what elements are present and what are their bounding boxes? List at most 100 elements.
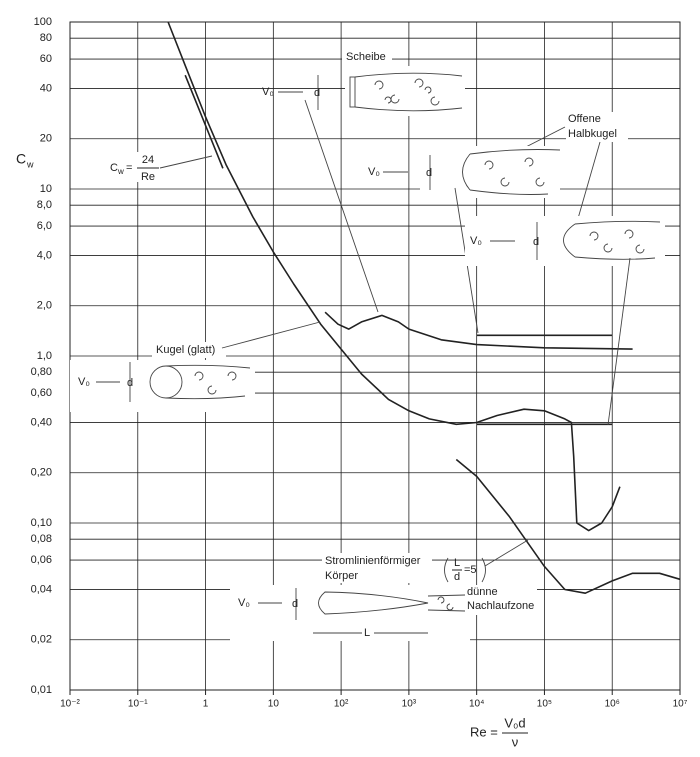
annotation: Kugel (glatt) bbox=[156, 344, 215, 356]
y-tick-label: 60 bbox=[40, 53, 52, 65]
body bbox=[318, 591, 429, 615]
stokes-label: 24 bbox=[142, 154, 154, 166]
label-bg bbox=[566, 112, 628, 142]
curves bbox=[167, 21, 681, 594]
y-tick-label: 0,20 bbox=[31, 467, 52, 479]
leader-line bbox=[159, 155, 213, 169]
eddies bbox=[484, 157, 545, 187]
curve bbox=[167, 21, 621, 532]
eddies bbox=[374, 78, 440, 106]
hemisphere bbox=[563, 223, 576, 258]
y-tick-label: 1,0 bbox=[37, 350, 52, 362]
y-tick-label: 0,01 bbox=[31, 684, 52, 696]
stokes-label: C bbox=[110, 162, 118, 174]
annotation: Stromlinienförmiger bbox=[325, 555, 421, 567]
y-tick-label: 80 bbox=[40, 32, 52, 44]
eddies bbox=[589, 229, 645, 254]
x-tick-label: 10⁷ bbox=[673, 699, 688, 710]
curve bbox=[324, 311, 633, 350]
x-tick-label: 10⁶ bbox=[605, 699, 620, 710]
wake bbox=[469, 149, 561, 195]
x-tick-label: 10² bbox=[334, 699, 349, 710]
x-tick-label: 10⁻¹ bbox=[128, 699, 148, 710]
label: L bbox=[364, 627, 370, 639]
y-tick-label: 0,06 bbox=[31, 554, 52, 566]
label: d bbox=[533, 236, 539, 248]
leader-line bbox=[221, 321, 321, 349]
hemisphere bbox=[462, 153, 471, 191]
stokes-label: = bbox=[126, 162, 132, 174]
leader-line bbox=[304, 99, 379, 313]
x-tick-label: 1 bbox=[203, 699, 209, 710]
disk-sketch: Scheibe V₀ d bbox=[262, 50, 465, 313]
label: d bbox=[314, 87, 320, 99]
label: d bbox=[426, 167, 432, 179]
y-tick-label: 0,08 bbox=[31, 533, 52, 545]
ratio-label: L bbox=[454, 557, 460, 569]
curve bbox=[455, 458, 681, 594]
label-bg bbox=[362, 626, 374, 640]
x-label: Re = bbox=[470, 724, 498, 739]
label-bg bbox=[104, 152, 166, 182]
x-tick-label: 10³ bbox=[402, 699, 417, 710]
label: d bbox=[292, 598, 298, 610]
label-bg bbox=[152, 342, 226, 358]
annotation: Offene bbox=[568, 113, 601, 125]
ratio-label: =5 bbox=[464, 564, 477, 576]
y-tick-label: 20 bbox=[40, 133, 52, 145]
wake bbox=[427, 594, 466, 612]
y-tick-label: 0,40 bbox=[31, 416, 52, 428]
body-sketch: Stromlinienförmiger Körper V₀ d L dünne … bbox=[230, 539, 537, 641]
y-tick-label: 4,0 bbox=[37, 249, 52, 261]
annotation: Körper bbox=[325, 570, 358, 582]
ratio-label: d bbox=[454, 571, 460, 583]
y-tick-label: 0,80 bbox=[31, 366, 52, 378]
label: V₀ bbox=[238, 597, 250, 609]
eddies bbox=[437, 596, 454, 611]
annotation: Halbkugel bbox=[568, 128, 617, 140]
y-tick-label: 0,60 bbox=[31, 387, 52, 399]
y-tick-label: 6,0 bbox=[37, 220, 52, 232]
label-bg bbox=[322, 553, 432, 583]
y-tick-label: 0,10 bbox=[31, 517, 52, 529]
label: V₀ bbox=[78, 376, 90, 388]
wake bbox=[165, 364, 251, 400]
x-tick-label: 10⁴ bbox=[469, 699, 484, 710]
parentheses bbox=[444, 557, 486, 583]
leader-line bbox=[576, 141, 601, 223]
sketch-bg bbox=[70, 360, 255, 412]
y-label-sub: w bbox=[26, 159, 34, 169]
y-tick-label: 0,04 bbox=[31, 583, 52, 595]
x-tick-label: 10⁵ bbox=[537, 699, 552, 710]
y-tick-label: 100 bbox=[34, 16, 52, 28]
y-tick-label: 0,02 bbox=[31, 634, 52, 646]
stokes-label: Re bbox=[141, 171, 155, 183]
label-bg bbox=[465, 585, 537, 615]
x-label-num: V₀d bbox=[504, 715, 525, 730]
y-tick-label: 10 bbox=[40, 183, 52, 195]
y-tick-label: 8,0 bbox=[37, 199, 52, 211]
stokes-label: w bbox=[117, 167, 124, 176]
hemisphere-sketch: Offene Halbkugel V₀ d V₀ d bbox=[368, 112, 665, 426]
label-bg bbox=[342, 50, 392, 64]
x-label-den: ν bbox=[512, 734, 519, 749]
y-label: C bbox=[16, 151, 26, 167]
label: d bbox=[127, 377, 133, 389]
disk bbox=[349, 76, 356, 108]
y-tick-label: 40 bbox=[40, 82, 52, 94]
label: V₀ bbox=[262, 86, 274, 98]
curve bbox=[184, 74, 224, 169]
x-tick-label: 10⁻² bbox=[60, 699, 80, 710]
sketch-bg bbox=[420, 146, 560, 198]
annotation: dünne bbox=[467, 586, 498, 598]
y-tick-label: 2,0 bbox=[37, 300, 52, 312]
eddies bbox=[194, 371, 237, 395]
leader-line bbox=[484, 539, 529, 567]
wake bbox=[354, 72, 463, 112]
wake bbox=[574, 220, 661, 260]
label: V₀ bbox=[470, 235, 482, 247]
annotation: Scheibe bbox=[346, 51, 386, 63]
x-tick-label: 10 bbox=[268, 699, 280, 710]
label: V₀ bbox=[368, 166, 380, 178]
